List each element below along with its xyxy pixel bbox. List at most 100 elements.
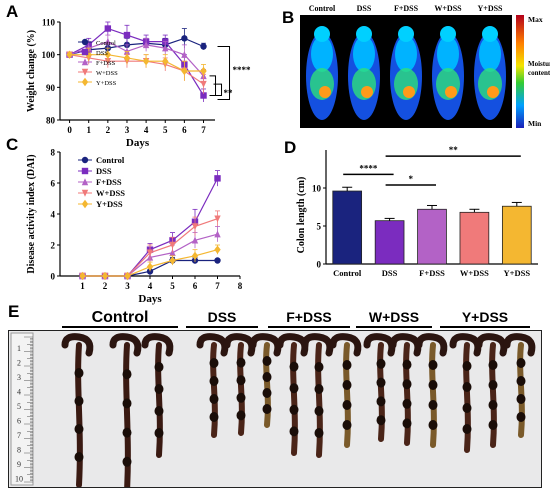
- legend-label: F+DSS: [96, 60, 116, 67]
- fecal-pellet: [516, 394, 526, 404]
- fecal-pellet: [516, 412, 526, 422]
- ruler-digit: 6: [17, 417, 21, 426]
- colon-group-underline: [356, 326, 432, 328]
- fecal-pellet: [74, 452, 84, 462]
- x-tick-label: 6: [193, 281, 198, 291]
- x-tick-label: 2: [103, 281, 108, 291]
- significance-bracket: [209, 75, 217, 96]
- colon-specimen: [109, 333, 142, 494]
- data-point: [214, 245, 221, 254]
- fecal-pellet: [402, 379, 412, 390]
- cecum: [61, 333, 94, 357]
- colon-specimen: [301, 333, 334, 458]
- legend-label: Control: [96, 40, 116, 47]
- y-tick-label: 8: [51, 148, 56, 158]
- fecal-pellet: [314, 406, 324, 416]
- fecal-pellet: [516, 358, 526, 368]
- fecal-pellet: [122, 398, 132, 409]
- fecal-pellet: [236, 392, 246, 403]
- significance-bracket: [217, 46, 231, 100]
- fecal-pellet: [342, 380, 352, 390]
- fecal-pellet: [488, 420, 498, 430]
- colon-group-underline: [62, 326, 178, 328]
- data-point: [142, 41, 150, 49]
- fecal-pellet: [488, 400, 498, 410]
- panel-label-b: B: [282, 8, 295, 27]
- fecal-pellet: [376, 415, 386, 426]
- mouse-chest: [437, 36, 459, 72]
- fecal-pellet: [209, 412, 219, 422]
- ruler-digit: 2: [17, 359, 21, 368]
- legend-marker: [81, 48, 89, 56]
- fecal-pellet: [74, 368, 84, 378]
- series-y-dss: [79, 244, 221, 281]
- data-point: [123, 31, 131, 39]
- fecal-pellet: [376, 396, 386, 407]
- colon-length-chart: 0 5 10 Colon length (cm) Control DSS F+DSS W+DS…: [296, 145, 538, 278]
- data-point: [200, 66, 207, 76]
- data-point: [181, 35, 188, 42]
- weight-change-chart: 80 90 100 110 0 1 2 3 4 5 6 7 Days Weight change (%) C…: [26, 18, 251, 150]
- panel-label-e: E: [8, 302, 20, 321]
- y-tick-label: 80: [46, 116, 56, 126]
- legend-marker: [81, 58, 89, 66]
- fecal-pellet: [122, 427, 132, 438]
- legend-label: DSS: [96, 166, 112, 176]
- colon-group-label: Control: [91, 309, 149, 326]
- fecal-pellet: [428, 400, 438, 410]
- mouse-chest: [479, 36, 501, 72]
- legend-marker: [81, 68, 89, 76]
- ruler-digit: 3: [17, 373, 21, 382]
- ruler-digit: 5: [17, 402, 21, 411]
- legend-marker: [81, 38, 89, 46]
- colon-specimen: [196, 333, 229, 438]
- x-tick-label: W+DSS: [460, 268, 489, 278]
- data-point: [66, 50, 73, 59]
- fecal-pellet: [154, 362, 164, 372]
- data-point: [181, 66, 188, 76]
- imaging-group-label: DSS: [357, 4, 372, 13]
- imaging-group-label: F+DSS: [394, 4, 419, 13]
- fecal-pellet: [402, 398, 412, 409]
- ruler-digit: 1: [17, 344, 21, 353]
- x-tick-label: 5: [170, 281, 175, 291]
- colon-group-label: F+DSS: [286, 309, 332, 325]
- dai-chart: 0 2 4 6 8 1 2 3 4 5 6 7 8 Days Disease activity index …: [26, 148, 243, 306]
- fecal-pellet: [122, 456, 132, 467]
- data-point: [200, 80, 207, 88]
- y-tick-label: 6: [51, 179, 56, 189]
- imaging-group-label: Y+DSS: [477, 4, 503, 13]
- fecal-pellet: [462, 361, 472, 371]
- bar: [332, 190, 363, 265]
- legend-label: Y+DSS: [96, 80, 117, 87]
- data-point: [123, 53, 131, 63]
- fecal-pellet: [289, 426, 299, 437]
- panel-label-c: C: [6, 135, 19, 154]
- colon-group-label: Y+DSS: [461, 309, 509, 325]
- y-tick-label: 0: [51, 272, 56, 282]
- significance-label: ****: [359, 163, 378, 173]
- significance-label: **: [449, 145, 459, 155]
- fecal-pellet: [74, 424, 84, 434]
- colon-segment: [429, 342, 437, 448]
- series-y-dss: [66, 47, 207, 81]
- y-tick-label: 4: [51, 210, 56, 220]
- mouse-hotspot: [403, 86, 415, 98]
- x-tick-label: 7: [201, 125, 206, 135]
- data-point: [169, 256, 176, 265]
- colon-specimen: [449, 333, 482, 453]
- cecum: [329, 333, 362, 357]
- mouse-chest: [311, 36, 333, 72]
- x-tick-label: F+DSS: [419, 268, 445, 278]
- colon-segment: [210, 342, 218, 438]
- fecal-pellet: [314, 428, 324, 438]
- x-tick-label: Control: [333, 268, 362, 278]
- colon-segment: [123, 342, 131, 494]
- colon-group-underline: [440, 326, 530, 328]
- mouse-head: [482, 26, 498, 42]
- colon-segment: [315, 342, 323, 458]
- fecal-pellet: [154, 384, 164, 394]
- data-point: [104, 50, 112, 59]
- y-tick-label: 5: [317, 222, 322, 232]
- mouse-hotspot: [319, 86, 331, 98]
